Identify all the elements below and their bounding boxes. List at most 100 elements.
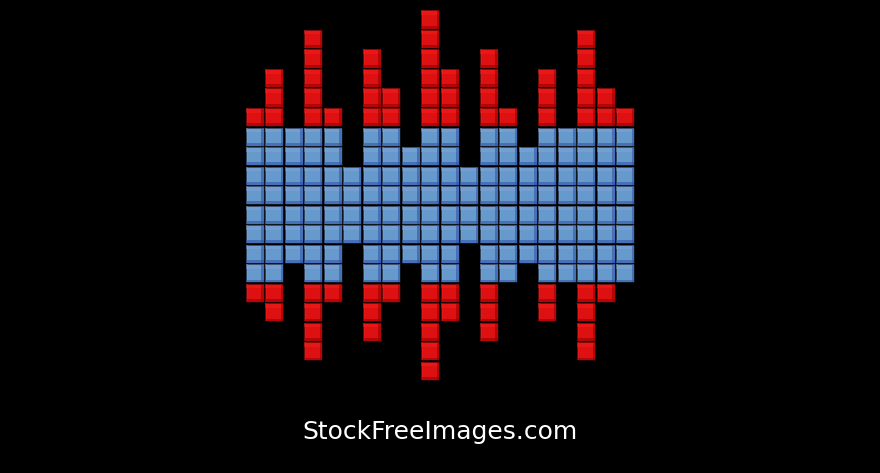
- Bar: [518, 206, 537, 210]
- Bar: [363, 88, 365, 106]
- Bar: [422, 50, 439, 54]
- Bar: [577, 147, 596, 165]
- Bar: [436, 166, 439, 184]
- Bar: [422, 280, 439, 282]
- Bar: [363, 245, 381, 263]
- Bar: [539, 221, 556, 224]
- Bar: [436, 303, 439, 321]
- Bar: [499, 201, 517, 204]
- Bar: [324, 147, 341, 165]
- Bar: [382, 88, 385, 106]
- Bar: [480, 303, 482, 321]
- Bar: [382, 284, 385, 302]
- Bar: [499, 264, 517, 269]
- Bar: [363, 84, 381, 87]
- Bar: [577, 162, 596, 165]
- Bar: [422, 128, 439, 132]
- Bar: [363, 225, 381, 229]
- Bar: [324, 128, 326, 146]
- Bar: [284, 201, 303, 204]
- Bar: [495, 264, 498, 282]
- Bar: [515, 147, 517, 165]
- Bar: [265, 147, 268, 165]
- Bar: [539, 128, 556, 146]
- Bar: [304, 201, 322, 204]
- Bar: [363, 284, 381, 302]
- Bar: [441, 88, 458, 106]
- Bar: [518, 221, 537, 224]
- Bar: [554, 128, 556, 146]
- Bar: [515, 225, 517, 243]
- Bar: [398, 166, 400, 184]
- Bar: [539, 206, 556, 210]
- Bar: [441, 108, 458, 113]
- Bar: [401, 201, 420, 204]
- Bar: [382, 225, 400, 229]
- Bar: [265, 303, 283, 307]
- Bar: [300, 128, 303, 146]
- Bar: [378, 108, 381, 126]
- Bar: [577, 30, 579, 48]
- Bar: [343, 186, 362, 204]
- Bar: [363, 225, 365, 243]
- Bar: [265, 264, 283, 282]
- Bar: [343, 206, 345, 224]
- Bar: [284, 128, 287, 146]
- Bar: [518, 162, 537, 165]
- Bar: [261, 147, 264, 165]
- Bar: [441, 206, 458, 210]
- Bar: [339, 225, 341, 243]
- Bar: [246, 284, 248, 302]
- Bar: [436, 88, 439, 106]
- Bar: [499, 186, 502, 204]
- Bar: [324, 225, 341, 243]
- Bar: [382, 108, 385, 126]
- Bar: [343, 186, 345, 204]
- Bar: [597, 104, 615, 106]
- Bar: [616, 225, 634, 243]
- Bar: [480, 166, 498, 184]
- Bar: [363, 108, 365, 126]
- Bar: [401, 206, 420, 210]
- Bar: [597, 166, 615, 184]
- Bar: [577, 240, 596, 243]
- Bar: [265, 186, 283, 204]
- Bar: [401, 225, 404, 243]
- Bar: [597, 284, 615, 288]
- Bar: [284, 206, 287, 224]
- Bar: [436, 206, 439, 224]
- Bar: [436, 147, 439, 165]
- Bar: [577, 225, 596, 243]
- Bar: [284, 128, 303, 132]
- Bar: [246, 245, 264, 249]
- Bar: [281, 245, 283, 263]
- Bar: [382, 186, 400, 191]
- Bar: [319, 186, 322, 204]
- Bar: [265, 166, 283, 184]
- Bar: [632, 225, 634, 243]
- Bar: [246, 264, 248, 282]
- Bar: [363, 201, 381, 204]
- Bar: [597, 221, 615, 224]
- Bar: [422, 166, 439, 184]
- Bar: [319, 147, 322, 165]
- Bar: [632, 108, 634, 126]
- Bar: [499, 123, 517, 126]
- Bar: [456, 186, 458, 204]
- Bar: [363, 88, 381, 106]
- Bar: [324, 166, 326, 184]
- Bar: [558, 206, 576, 210]
- Bar: [304, 280, 322, 282]
- Bar: [265, 182, 283, 184]
- Bar: [558, 186, 576, 191]
- Bar: [246, 166, 264, 184]
- Bar: [246, 147, 264, 165]
- Bar: [612, 225, 615, 243]
- Bar: [499, 166, 517, 184]
- Bar: [573, 225, 576, 243]
- Bar: [632, 147, 634, 165]
- Bar: [304, 166, 306, 184]
- Bar: [422, 264, 439, 282]
- Bar: [363, 303, 381, 321]
- Bar: [577, 342, 579, 360]
